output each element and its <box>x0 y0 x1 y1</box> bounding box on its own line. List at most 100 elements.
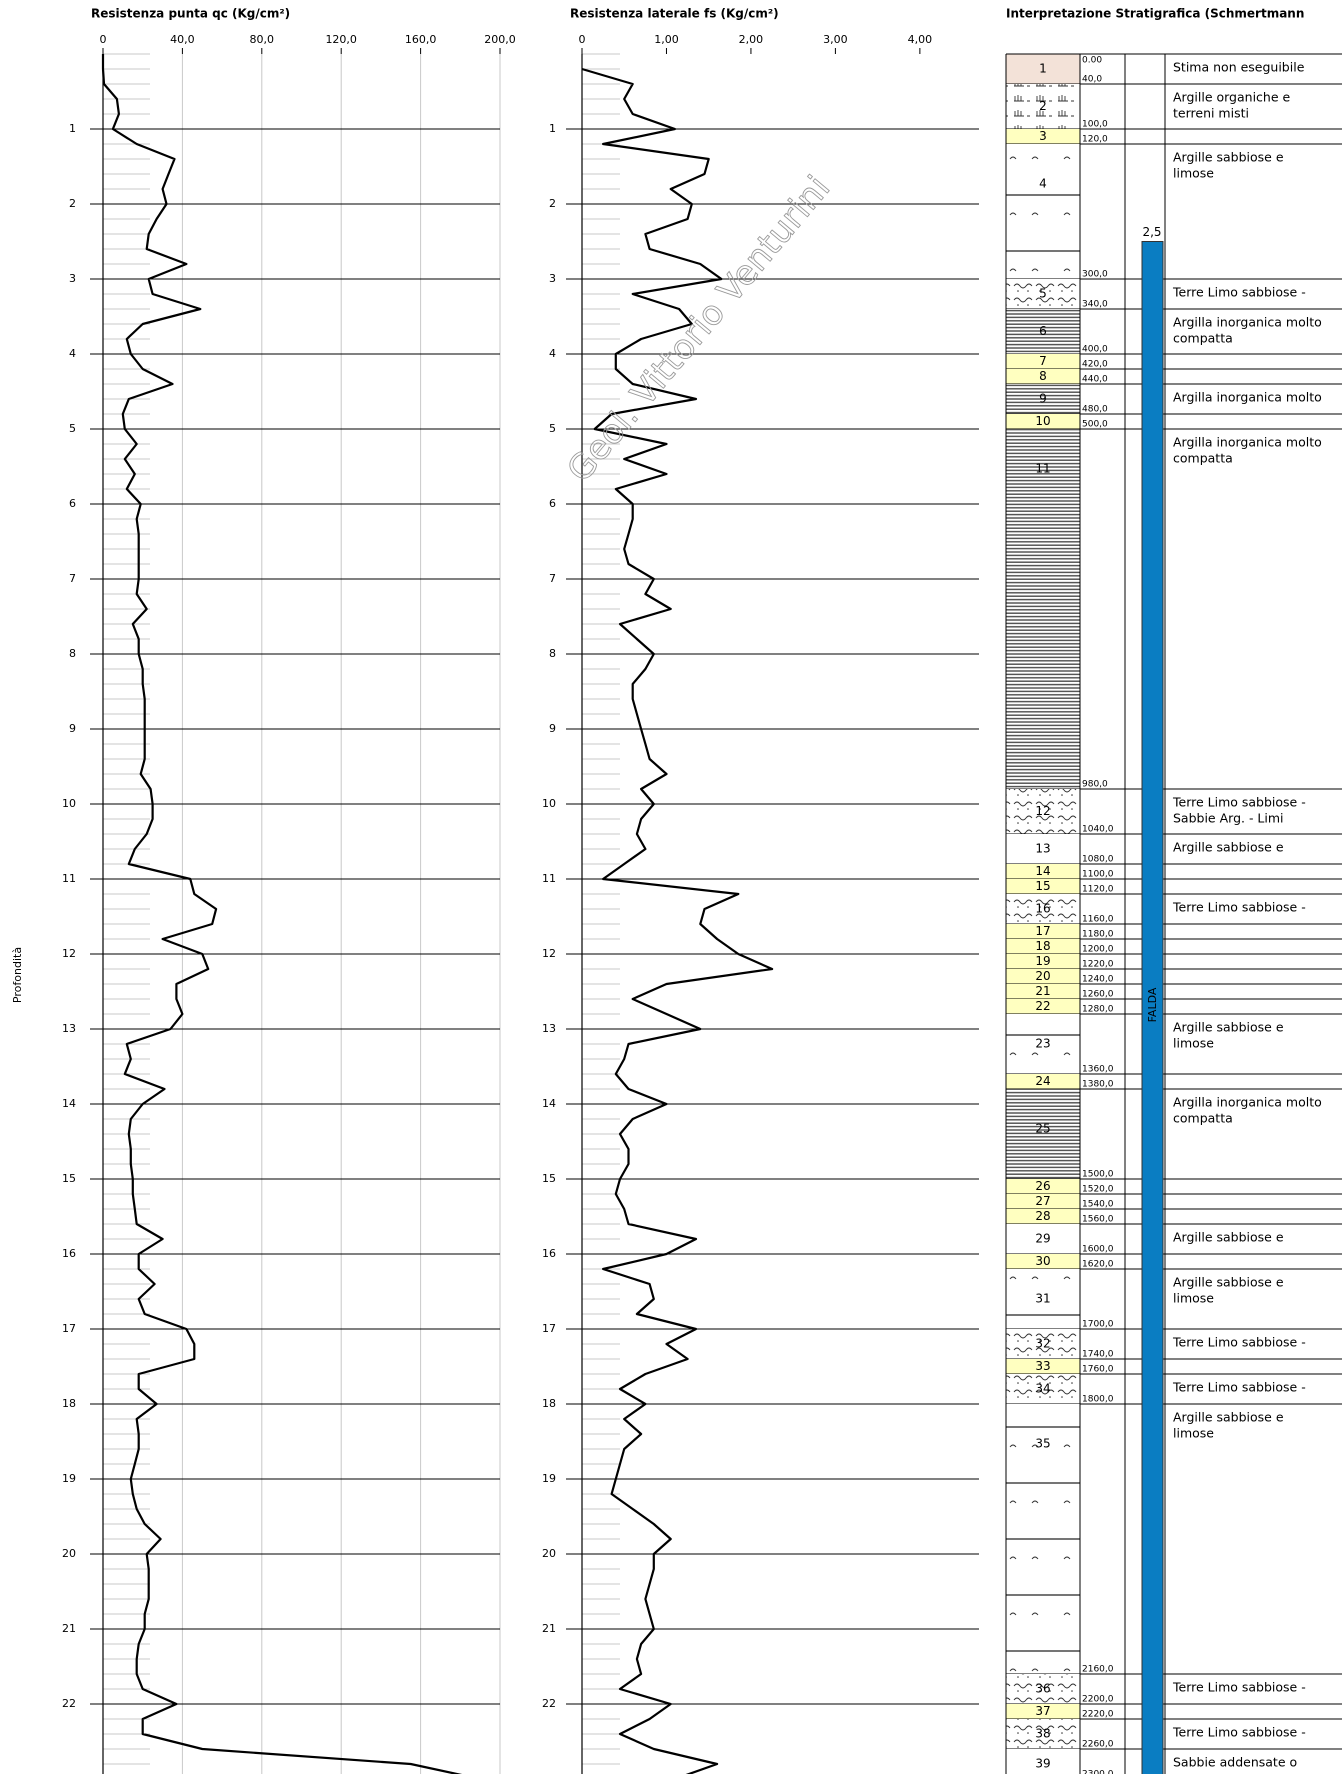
layer-number: 3 <box>1039 129 1047 143</box>
layer-fill <box>1006 1209 1080 1224</box>
layer-description: Sabbie addensate o <box>1173 1755 1297 1770</box>
layer-fill <box>1006 1254 1080 1269</box>
layer-bottom-label: 1560,0 <box>1082 1215 1114 1225</box>
layer-bottom-label: 2200,0 <box>1082 1695 1114 1705</box>
layer-bottom-label: 1800,0 <box>1082 1395 1114 1405</box>
layer-number: 9 <box>1039 392 1047 406</box>
y-tick-label: 15 <box>542 1172 556 1185</box>
layer-hatch <box>1006 894 1080 924</box>
layer-bottom-label: 1500,0 <box>1082 1170 1114 1180</box>
y-tick-label: 19 <box>62 1472 76 1485</box>
layer-description: Argilla inorganica molto <box>1173 1095 1322 1110</box>
layer-description: limose <box>1173 166 1214 181</box>
y-tick-label: 14 <box>62 1097 76 1110</box>
layer-bottom-label: 2260,0 <box>1082 1740 1114 1750</box>
x-tick-label: 1,00 <box>654 33 679 46</box>
y-tick-label: 10 <box>542 797 556 810</box>
layer-fill <box>1006 999 1080 1014</box>
y-tick-label: 11 <box>542 872 556 885</box>
layer-number: 37 <box>1035 1704 1050 1718</box>
layer-hatch <box>1006 1089 1080 1179</box>
y-tick-label: 18 <box>62 1397 76 1410</box>
x-tick-label: 4,00 <box>908 33 933 46</box>
layer-description: Terre Limo sabbiose - <box>1172 285 1306 300</box>
layer-number: 5 <box>1039 287 1047 301</box>
layer-bottom-label: 2160,0 <box>1082 1665 1114 1675</box>
layer-bottom-label: 1360,0 <box>1082 1065 1114 1075</box>
layer-hatch <box>1006 144 1080 279</box>
layer-bottom-label: 2220,0 <box>1082 1710 1114 1720</box>
layer-bottom-label: 1620,0 <box>1082 1260 1114 1270</box>
y-tick-label: 12 <box>542 947 556 960</box>
layer-hatch <box>1006 1674 1080 1704</box>
chart-title: Resistenza laterale fs (Kg/cm²) <box>570 7 779 21</box>
layer-number: 8 <box>1039 369 1047 383</box>
layer-number: 29 <box>1035 1232 1050 1246</box>
watermark: Geol. Vittorio Venturini <box>559 168 838 489</box>
layer-number: 4 <box>1039 177 1047 191</box>
layer-number: 16 <box>1035 902 1050 916</box>
layer-hatch <box>1006 789 1080 834</box>
layer-bottom-label: 480,0 <box>1082 405 1108 415</box>
layer-hatch <box>1006 279 1080 309</box>
layer-number: 2 <box>1039 99 1047 113</box>
layer-description: terreni misti <box>1173 106 1249 121</box>
layer-fill <box>1006 879 1080 894</box>
layer-description: Argille sabbiose e <box>1173 1230 1284 1245</box>
layer-description: Terre Limo sabbiose - <box>1172 1725 1306 1740</box>
layer-number: 21 <box>1035 984 1050 998</box>
layer-number: 7 <box>1039 354 1047 368</box>
layer-fill <box>1006 1179 1080 1194</box>
y-tick-label: 18 <box>542 1397 556 1410</box>
layer-description: Terre Limo sabbiose - <box>1172 1680 1306 1695</box>
falda-depth-label: 2,5 <box>1142 225 1161 239</box>
layer-hatch <box>1006 1719 1080 1749</box>
y-tick-label: 8 <box>69 647 76 660</box>
layer-bottom-label: 1100,0 <box>1082 870 1114 880</box>
y-tick-label: 20 <box>62 1547 76 1560</box>
layer-number: 20 <box>1035 969 1050 983</box>
layer-hatch <box>1006 1014 1080 1074</box>
layer-number: 25 <box>1035 1122 1050 1136</box>
layer-fill <box>1006 354 1080 369</box>
layer-description: limose <box>1173 1426 1214 1441</box>
layer-hatch <box>1006 1404 1080 1674</box>
y-tick-label: 8 <box>549 647 556 660</box>
layer-fill <box>1006 1194 1080 1209</box>
layer-hatch <box>1006 429 1080 789</box>
layer-number: 6 <box>1039 324 1047 338</box>
y-tick-label: 16 <box>62 1247 76 1260</box>
layer-number: 15 <box>1035 879 1050 893</box>
layer-bottom-label: 340,0 <box>1082 300 1108 310</box>
layer-number: 35 <box>1035 1437 1050 1451</box>
layer-fill <box>1006 954 1080 969</box>
layer-number: 36 <box>1035 1682 1050 1696</box>
layer-description: compatta <box>1173 331 1233 346</box>
layer-number: 10 <box>1035 414 1050 428</box>
y-tick-label: 6 <box>69 497 76 510</box>
layer-description: Argille sabbiose e <box>1173 150 1284 165</box>
layer-fill <box>1006 924 1080 939</box>
y-tick-label: 21 <box>62 1622 76 1635</box>
layer-fill <box>1006 1704 1080 1719</box>
x-tick-label: 200,0 <box>484 33 516 46</box>
layer-bottom-label: 1160,0 <box>1082 915 1114 925</box>
x-tick-label: 2,00 <box>739 33 764 46</box>
falda-label: FALDA <box>1146 987 1159 1022</box>
layer-number: 12 <box>1035 804 1050 818</box>
layer-number: 13 <box>1035 842 1050 856</box>
x-tick-label: 0 <box>100 33 107 46</box>
layer-description: compatta <box>1173 451 1233 466</box>
layer-fill <box>1006 129 1080 144</box>
layer-description: Terre Limo sabbiose - <box>1172 900 1306 915</box>
layer-description: Terre Limo sabbiose - <box>1172 1335 1306 1350</box>
layer-number: 34 <box>1035 1382 1050 1396</box>
layer-number: 19 <box>1035 954 1050 968</box>
layer-hatch <box>1006 1329 1080 1359</box>
y-tick-label: 17 <box>62 1322 76 1335</box>
y-tick-label: 16 <box>542 1247 556 1260</box>
y-tick-label: 19 <box>542 1472 556 1485</box>
layer-number: 14 <box>1035 864 1050 878</box>
y-tick-label: 15 <box>62 1172 76 1185</box>
